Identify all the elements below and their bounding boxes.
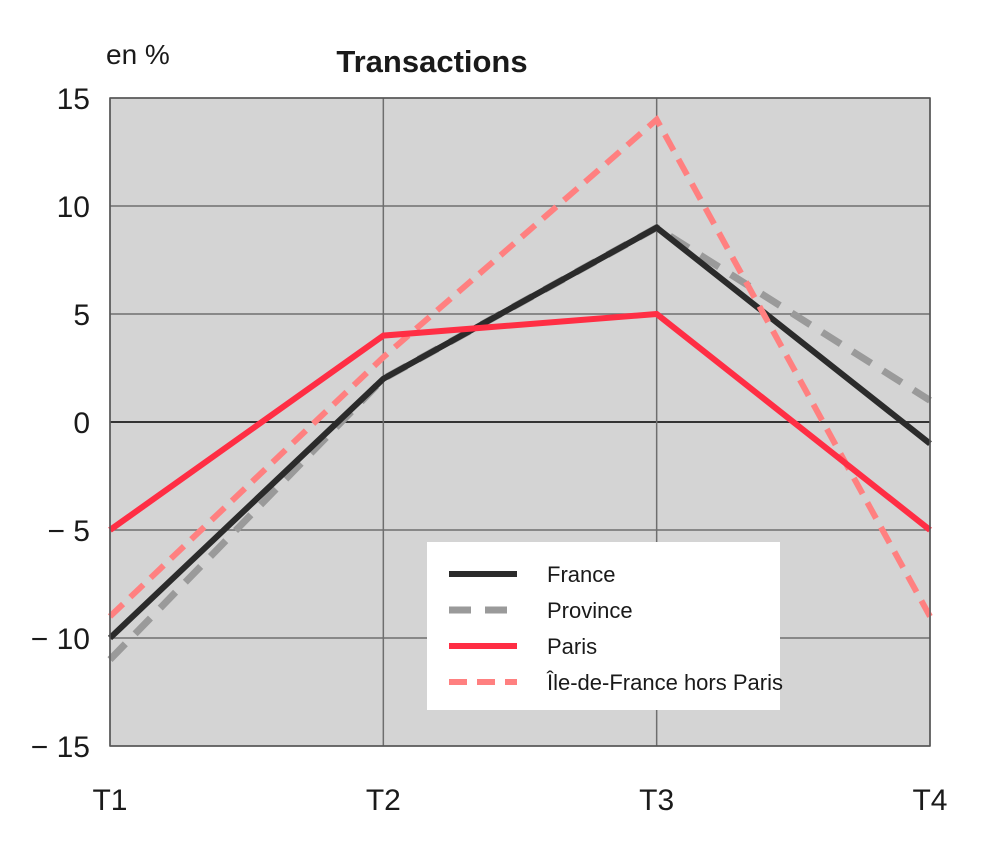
y-tick-label: 0 (73, 407, 90, 440)
chart-title: Transactions (336, 44, 527, 79)
y-tick-label: 15 (57, 83, 90, 116)
series-line-paris (108, 310, 932, 533)
series-line-france (107, 224, 932, 641)
legend-label: Province (547, 598, 633, 623)
y-tick-label: − 15 (31, 731, 90, 764)
legend-label: Île-de-France hors Paris (546, 670, 783, 695)
y-tick-label: 10 (57, 191, 90, 224)
legend-label: France (547, 562, 615, 587)
series-line--le-de-france-hors-paris (107, 114, 933, 619)
y-tick-label: − 5 (47, 515, 90, 548)
x-tick-label: T3 (639, 784, 674, 817)
x-tick-label: T4 (912, 784, 947, 817)
x-tick-label: T2 (366, 784, 401, 817)
x-tick-label: T1 (92, 784, 127, 817)
y-tick-label: − 10 (31, 623, 90, 656)
plot-border (109, 97, 931, 747)
legend-label: Paris (547, 634, 597, 659)
y-tick-label: 5 (73, 299, 90, 332)
y-axis-unit-label: en % (106, 39, 170, 70)
